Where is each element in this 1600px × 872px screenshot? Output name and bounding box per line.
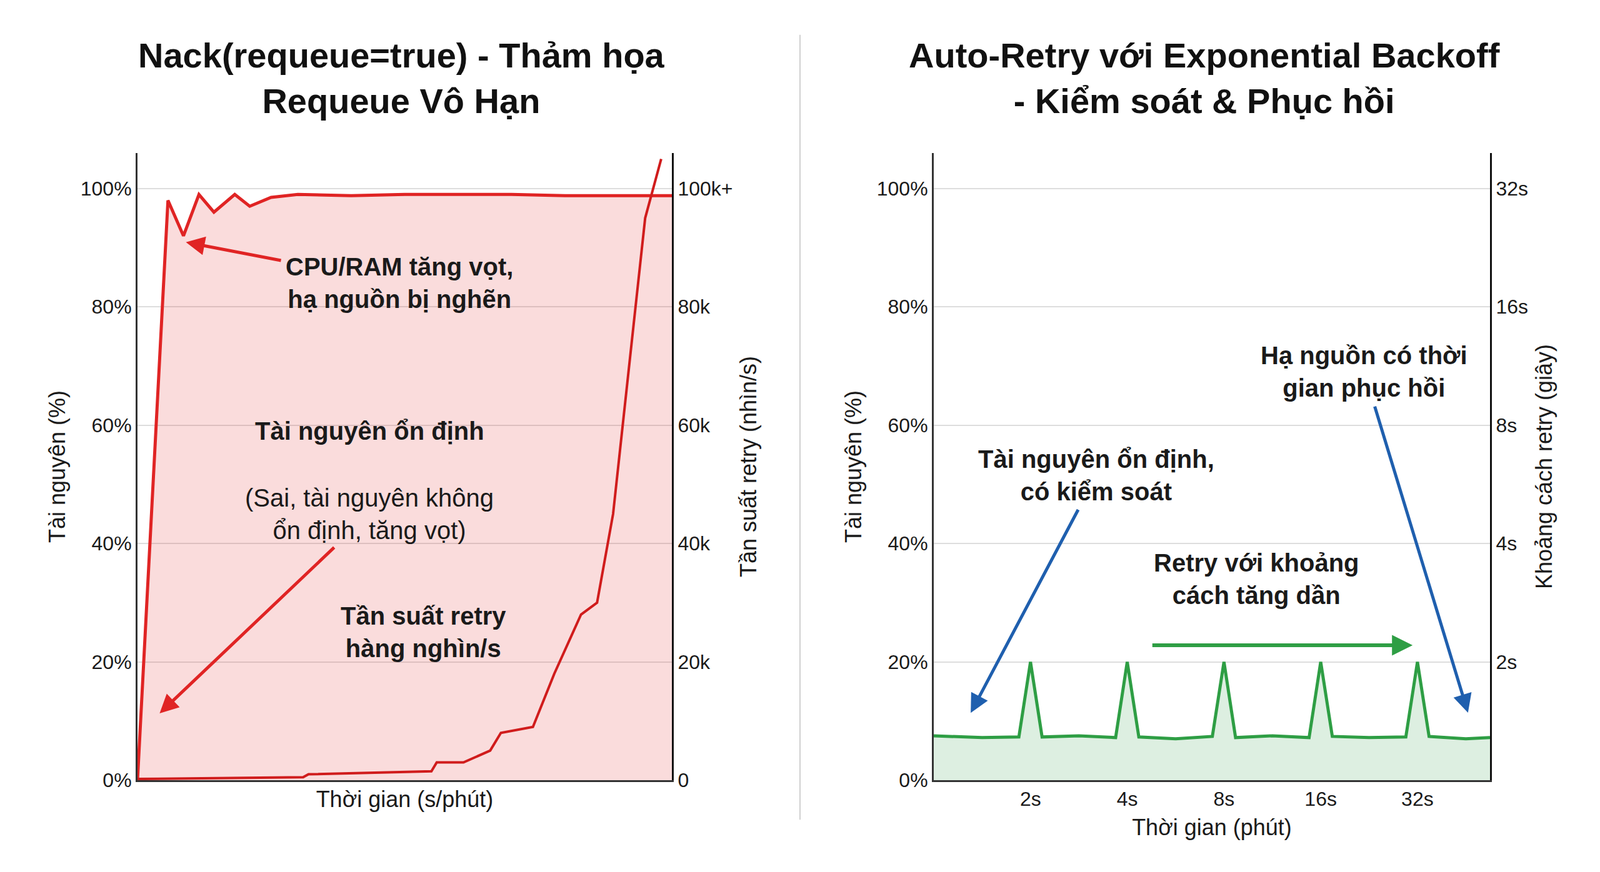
svg-text:100%: 100% [876,177,929,200]
svg-text:Auto-Retry với Exponential Bac: Auto-Retry với Exponential Backoff- Kiểm… [908,35,1500,121]
svg-text:(Sai, tài nguyên khôngổn định,: (Sai, tài nguyên khôngổn định, tăng vọt) [245,484,494,545]
svg-text:4s: 4s [1495,532,1517,555]
svg-text:8s: 8s [1213,788,1235,811]
svg-text:80k: 80k [677,295,711,319]
svg-text:Tài nguyên (%): Tài nguyên (%) [44,390,70,544]
svg-text:8s: 8s [1495,414,1517,437]
svg-text:16s: 16s [1304,788,1337,811]
svg-text:40%: 40% [888,532,929,555]
svg-text:0%: 0% [898,769,928,792]
svg-text:Tài nguyên ổn định,có kiểm soá: Tài nguyên ổn định,có kiểm soát [978,445,1215,506]
svg-text:40%: 40% [91,532,132,555]
svg-text:32s: 32s [1495,177,1529,200]
svg-text:16s: 16s [1495,295,1529,319]
svg-text:80%: 80% [888,295,929,319]
svg-text:40k: 40k [677,532,711,555]
svg-text:Tài nguyên (%): Tài nguyên (%) [840,390,867,544]
svg-text:20%: 20% [888,651,929,674]
svg-text:Tài nguyên ổn định: Tài nguyên ổn định [255,417,485,445]
svg-text:Hạ nguồn có thờigian phục hồi: Hạ nguồn có thờigian phục hồi [1260,341,1468,402]
svg-text:60%: 60% [91,414,132,437]
svg-text:Tần suất retryhàng nghìn/s: Tần suất retryhàng nghìn/s [340,602,507,663]
svg-text:80%: 80% [91,295,132,319]
svg-text:2s: 2s [1020,788,1042,811]
svg-text:CPU/RAM tăng vọt,hạ nguồn bị n: CPU/RAM tăng vọt,hạ nguồn bị nghẽn [285,253,514,314]
svg-text:20%: 20% [91,651,132,674]
svg-text:Tần suất retry (nhìn/s): Tần suất retry (nhìn/s) [735,356,762,578]
svg-text:60k: 60k [677,414,711,437]
svg-text:100k+: 100k+ [677,177,733,200]
svg-text:2s: 2s [1495,651,1517,674]
svg-text:Nack(requeue=true) - Thảm họaR: Nack(requeue=true) - Thảm họaRequeue Vô … [138,35,665,121]
svg-text:Thời gian (s/phút): Thời gian (s/phút) [316,786,494,813]
svg-text:Retry với khoảngcách tăng dần: Retry với khoảngcách tăng dần [1153,549,1360,610]
svg-text:Khoảng cách retry (giây): Khoảng cách retry (giây) [1531,344,1557,590]
svg-text:32s: 32s [1401,788,1434,811]
svg-text:0: 0 [677,769,689,792]
svg-text:100%: 100% [80,177,132,200]
svg-text:0%: 0% [102,769,132,792]
svg-text:4s: 4s [1116,788,1139,811]
svg-text:Thời gian (phút): Thời gian (phút) [1131,815,1292,841]
svg-text:20k: 20k [677,651,711,674]
svg-text:60%: 60% [888,414,929,437]
